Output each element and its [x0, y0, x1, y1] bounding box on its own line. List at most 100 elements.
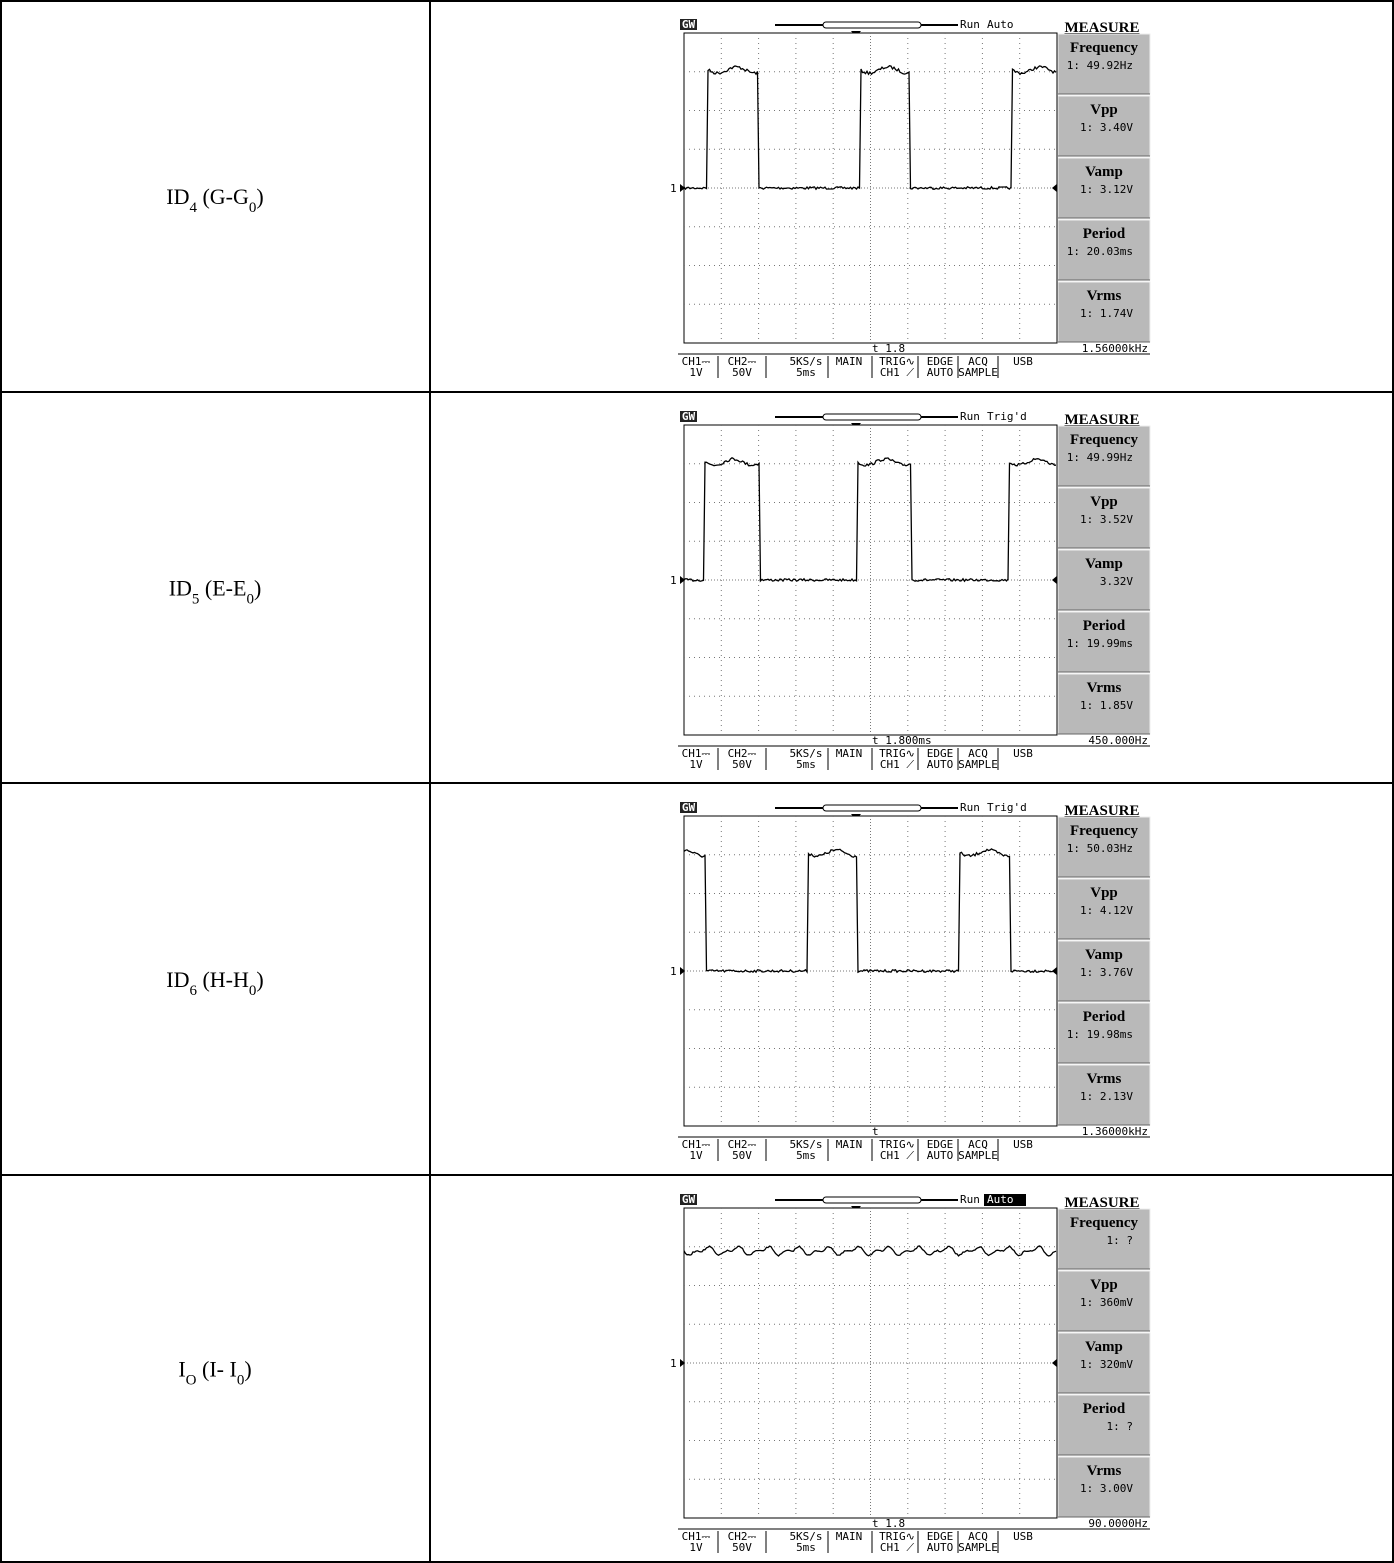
- measure-value: 1: 3.52V: [1080, 513, 1133, 526]
- measure-name: Vamp: [1085, 556, 1123, 572]
- cursor-position: t 1.8: [872, 1517, 905, 1530]
- footer-bottom: 1V: [689, 366, 703, 379]
- footer-bottom: AUTO: [927, 758, 954, 771]
- footer-bottom: SAMPLE: [958, 1541, 998, 1554]
- logo: GW: [682, 1193, 696, 1206]
- run-mode: Auto: [987, 18, 1014, 31]
- measure-name: Period: [1083, 226, 1126, 242]
- label-part: ): [244, 1357, 251, 1382]
- measure-value: 1: 3.76V: [1080, 966, 1133, 979]
- footer-bottom: AUTO: [927, 1541, 954, 1554]
- run-status: Run: [960, 1193, 980, 1206]
- run-status: Run: [960, 801, 980, 814]
- measure-name: Vrms: [1087, 680, 1122, 696]
- label-part: O: [186, 1373, 197, 1389]
- measure-value: 1: 320mV: [1080, 1358, 1133, 1371]
- label-part: (I- I: [197, 1357, 237, 1382]
- measure-name: Vpp: [1090, 102, 1118, 118]
- footer-bottom: 1V: [689, 758, 703, 771]
- measure-value: 1: 50.03Hz: [1067, 842, 1133, 855]
- freq-readout: 1.56000kHz: [1082, 342, 1148, 355]
- measure-name: Vrms: [1087, 288, 1122, 304]
- footer-bottom: CH1 ⟋: [880, 1541, 914, 1554]
- measure-name: Frequency: [1070, 823, 1139, 839]
- record-window: [823, 1197, 921, 1203]
- record-window: [823, 414, 921, 420]
- cursor-position: t 1.800ms: [872, 734, 932, 747]
- footer-top: USB: [1013, 355, 1033, 368]
- measure-value: 1: 20.03ms: [1067, 245, 1133, 258]
- footer-bottom: 5ms: [796, 1149, 816, 1162]
- footer-bottom: 50V: [732, 1541, 752, 1554]
- measure-value: 1: 3.40V: [1080, 121, 1133, 134]
- measure-value: 1: 49.92Hz: [1067, 59, 1133, 72]
- measure-name: Vpp: [1090, 885, 1118, 901]
- measure-name: Frequency: [1070, 1215, 1139, 1231]
- row-label: ID5 (E-E0): [169, 576, 262, 608]
- measure-value: 1: 19.98ms: [1067, 1028, 1133, 1041]
- footer-bottom: AUTO: [927, 366, 954, 379]
- run-status: Run: [960, 410, 980, 423]
- measure-value: 1: 4.12V: [1080, 904, 1133, 917]
- measure-value: 1: 3.12V: [1080, 183, 1133, 196]
- footer-bottom: AUTO: [927, 1149, 954, 1162]
- label-part: I: [178, 1357, 185, 1382]
- footer-top: MAIN: [836, 1138, 863, 1151]
- measure-value: 1: 3.00V: [1080, 1482, 1133, 1495]
- freq-readout: 450.000Hz: [1088, 734, 1148, 747]
- footer-top: MAIN: [836, 355, 863, 368]
- record-window: [823, 805, 921, 811]
- channel-marker: 1: [670, 1357, 677, 1370]
- footer-bottom: 50V: [732, 758, 752, 771]
- footer-top: USB: [1013, 1138, 1033, 1151]
- cursor-position: t: [872, 1125, 879, 1138]
- footer-bottom: 5ms: [796, 1541, 816, 1554]
- measure-value: 3.32V: [1100, 575, 1133, 588]
- footer-top: USB: [1013, 1530, 1033, 1543]
- record-window: [823, 22, 921, 28]
- logo: GW: [682, 410, 696, 423]
- label-part: ): [256, 184, 263, 209]
- logo: GW: [682, 18, 696, 31]
- measure-value: 1: ?: [1107, 1234, 1134, 1247]
- footer-bottom: 1V: [689, 1149, 703, 1162]
- run-mode: Auto: [987, 1193, 1014, 1206]
- footer-bottom: SAMPLE: [958, 366, 998, 379]
- measure-value: 1: 2.13V: [1080, 1090, 1133, 1103]
- label-part: (G-G: [197, 184, 249, 209]
- footer-bottom: CH1 ⟋: [880, 758, 914, 771]
- label-part: ID: [166, 184, 189, 209]
- logo: GW: [682, 801, 696, 814]
- measure-name: Vrms: [1087, 1463, 1122, 1479]
- footer-bottom: CH1 ⟋: [880, 366, 914, 379]
- footer-top: MAIN: [836, 747, 863, 760]
- row-label: ID4 (G-G0): [166, 184, 263, 216]
- cursor-position: t 1.8: [872, 342, 905, 355]
- oscilloscope: GWRunTrig'dMEASURE1Frequency1: 49.99HzVp…: [670, 410, 1150, 771]
- label-part: 0: [246, 592, 254, 608]
- channel-marker: 1: [670, 574, 677, 587]
- measure-value: 1: 360mV: [1080, 1296, 1133, 1309]
- run-mode: Trig'd: [987, 410, 1027, 423]
- measure-name: Period: [1083, 1401, 1126, 1417]
- label-part: 0: [237, 1373, 245, 1389]
- freq-readout: 1.36000kHz: [1082, 1125, 1148, 1138]
- label-part: (H-H: [197, 967, 249, 992]
- measure-name: Frequency: [1070, 432, 1139, 448]
- measure-value: 1: 1.85V: [1080, 699, 1133, 712]
- footer-bottom: SAMPLE: [958, 1149, 998, 1162]
- measure-name: Vrms: [1087, 1071, 1122, 1087]
- oscilloscope: GWRunAutoMEASURE1Frequency1: 49.92HzVpp1…: [670, 18, 1150, 379]
- measure-name: Vamp: [1085, 1339, 1123, 1355]
- measure-name: Period: [1083, 618, 1126, 634]
- measure-name: Vpp: [1090, 494, 1118, 510]
- channel-marker: 1: [670, 182, 677, 195]
- footer-bottom: 5ms: [796, 366, 816, 379]
- label-part: ID: [166, 967, 189, 992]
- measure-value: 1: 49.99Hz: [1067, 451, 1133, 464]
- label-part: ): [254, 576, 261, 601]
- measure-value: 1: 19.99ms: [1067, 637, 1133, 650]
- footer-bottom: 50V: [732, 1149, 752, 1162]
- footer-bottom: CH1 ⟋: [880, 1149, 914, 1162]
